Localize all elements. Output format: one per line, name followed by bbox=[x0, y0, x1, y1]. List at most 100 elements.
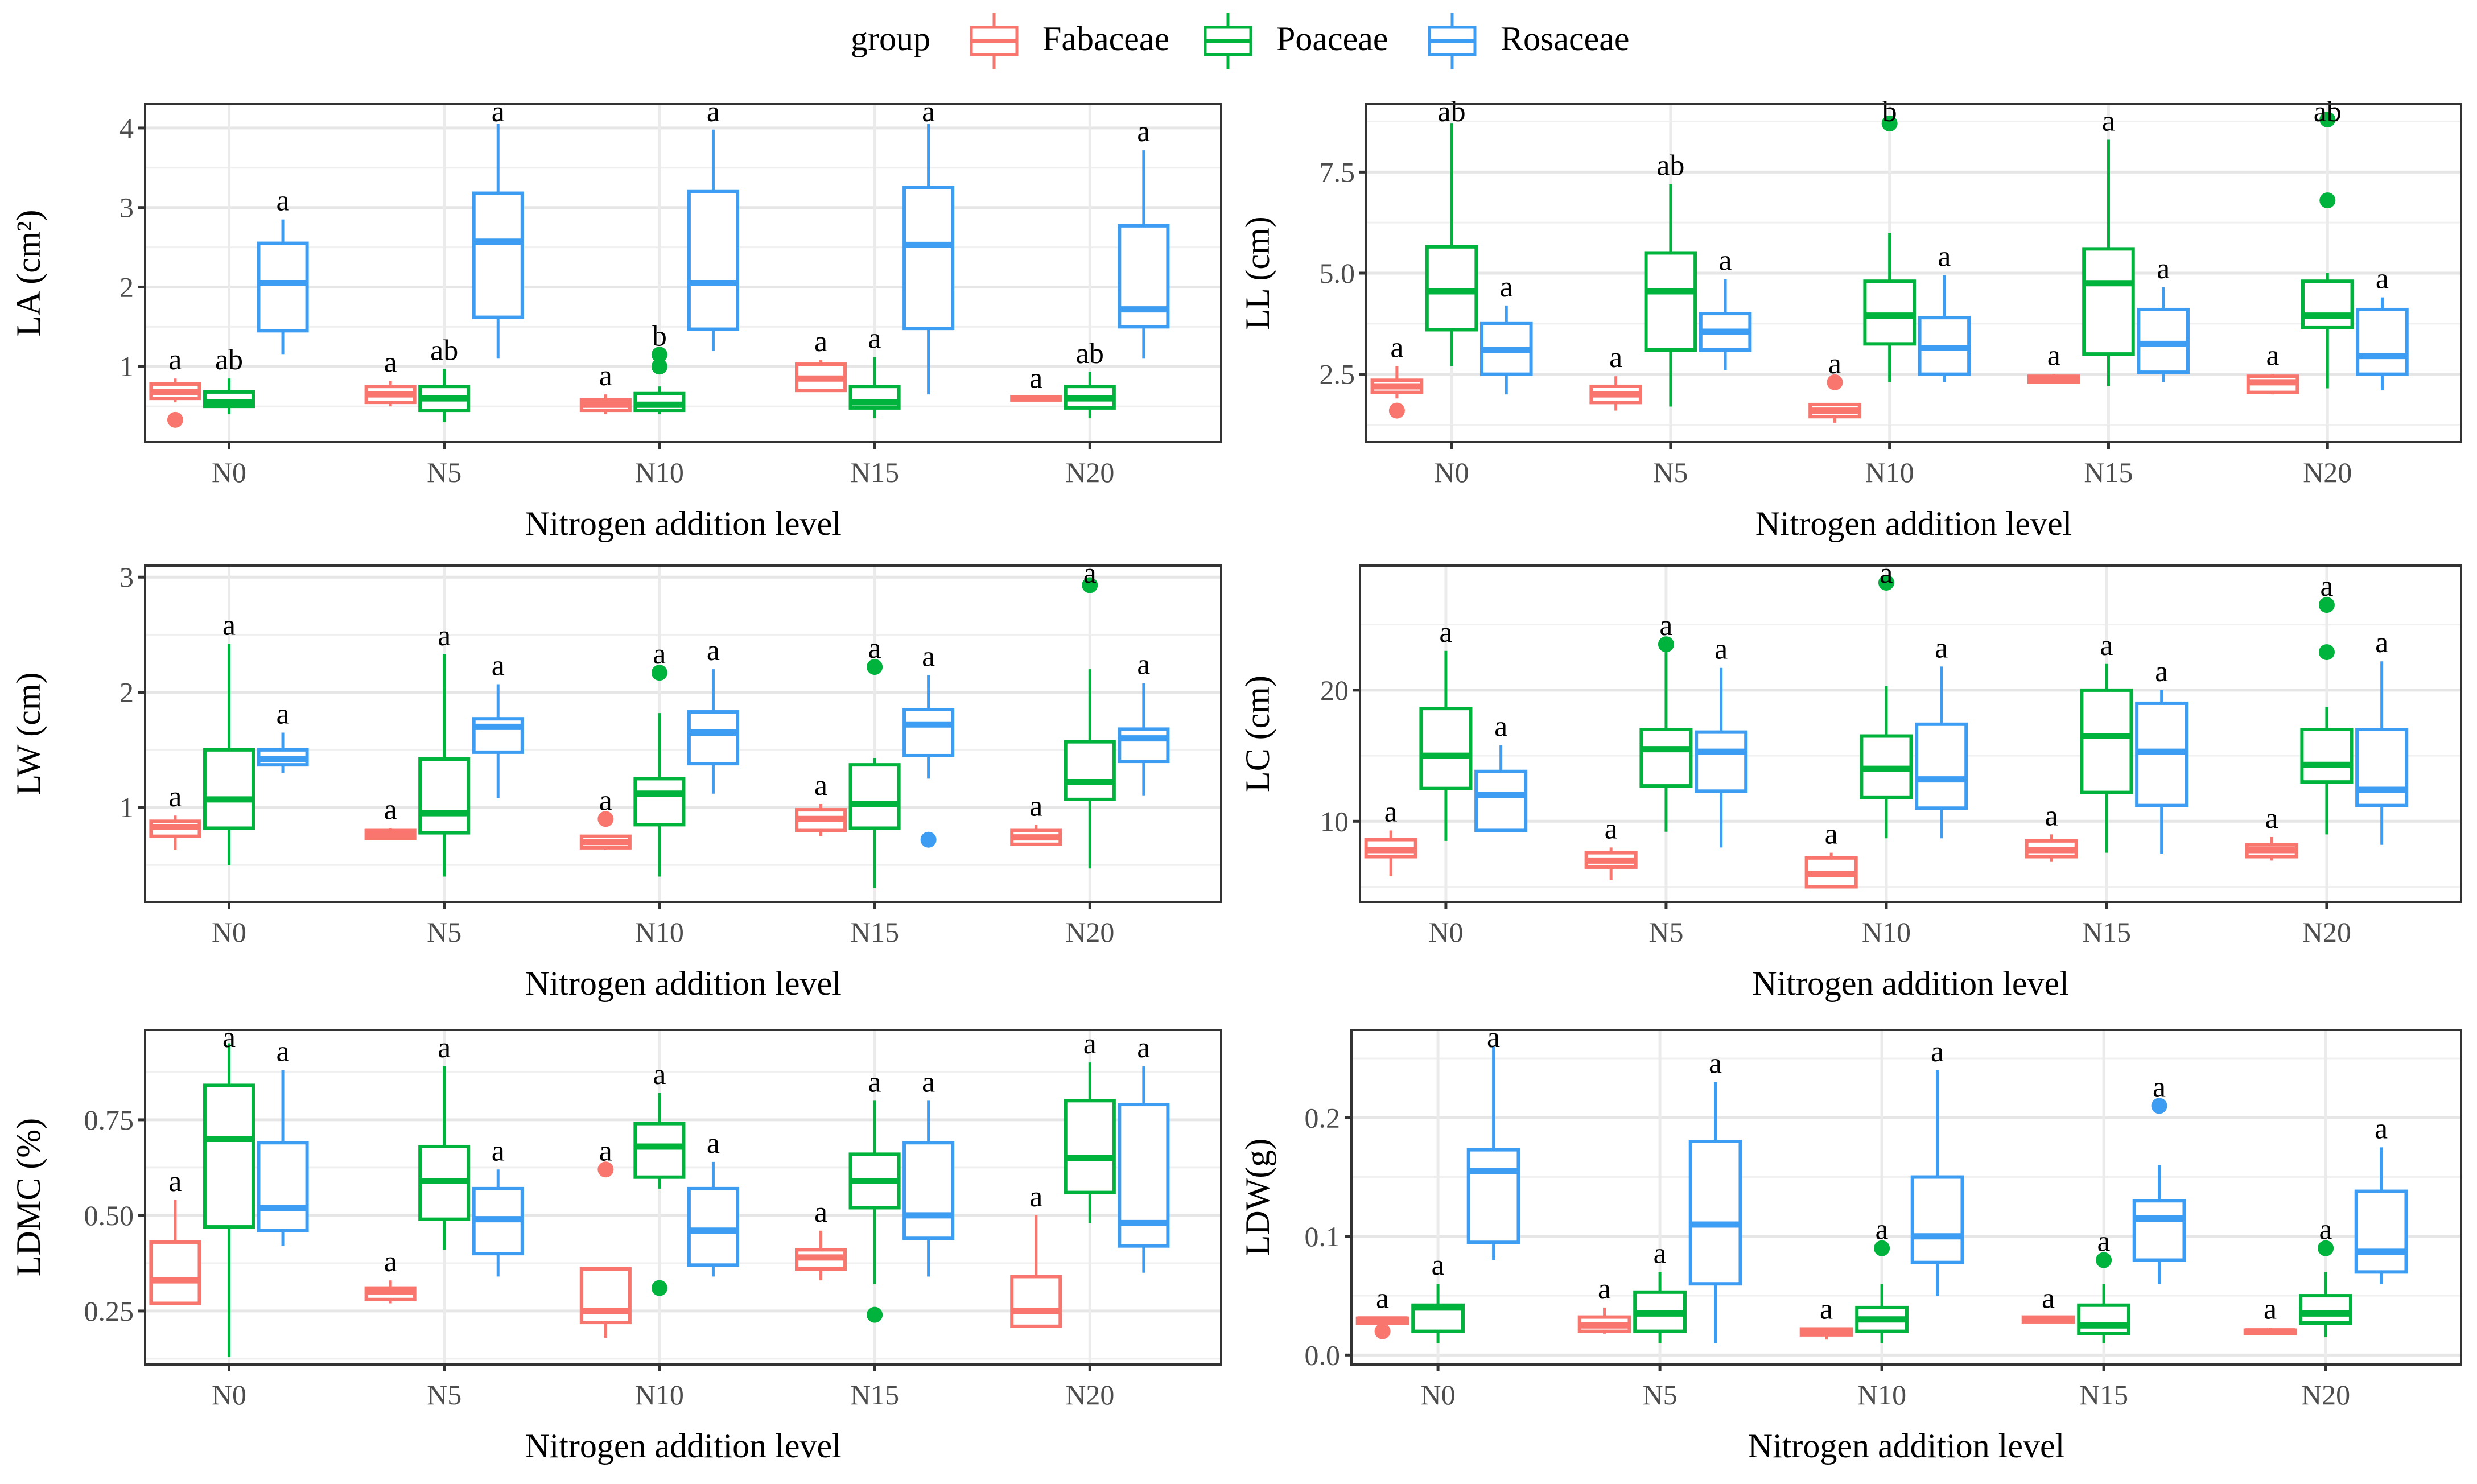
box-rosaceae-n20: a bbox=[1118, 1032, 1170, 1273]
legend-item-rosaceae[interactable]: Rosaceae bbox=[1428, 13, 1630, 69]
significance-letter: a bbox=[1938, 241, 1951, 273]
x-tick-label: N15 bbox=[850, 456, 899, 488]
box-poaceae-n0: a bbox=[203, 1021, 255, 1357]
significance-letter: a bbox=[1384, 795, 1398, 828]
y-tick-label: 4 bbox=[119, 112, 134, 144]
significance-letter: a bbox=[814, 1196, 827, 1229]
outlier-point bbox=[867, 659, 883, 675]
significance-letter: a bbox=[1609, 341, 1622, 374]
box-poaceae-n15: a bbox=[848, 632, 901, 888]
significance-letter: a bbox=[2266, 340, 2280, 372]
x-tick-label: N15 bbox=[2079, 1379, 2128, 1411]
significance-letter: a bbox=[868, 322, 881, 354]
outlier-point bbox=[1874, 1240, 1890, 1256]
box-rosaceae-n15: a bbox=[2135, 656, 2189, 854]
outlier-point bbox=[1082, 577, 1098, 593]
iqr-box bbox=[472, 191, 524, 319]
significance-letter: a bbox=[168, 344, 182, 376]
x-tick-label: N20 bbox=[1065, 1379, 1114, 1411]
significance-letter: a bbox=[653, 1058, 666, 1091]
box-fabaceae-n0: a bbox=[149, 781, 201, 850]
iqr-box bbox=[633, 1122, 686, 1179]
significance-letter: a bbox=[168, 781, 182, 813]
legend-item-poaceae[interactable]: Poaceae bbox=[1204, 13, 1388, 69]
significance-letter: b bbox=[1882, 96, 1897, 128]
box-poaceae-n10: b bbox=[633, 320, 686, 415]
box-fabaceae-n15: a bbox=[2021, 1283, 2075, 1324]
y-tick-label: 3 bbox=[119, 192, 134, 224]
x-axis-title: Nitrogen addition level bbox=[1755, 505, 2072, 542]
significance-letter: a bbox=[1820, 1293, 1833, 1325]
box-poaceae-n5: ab bbox=[418, 334, 471, 423]
box-rosaceae-n15: a bbox=[902, 1066, 955, 1277]
box-fabaceae-n20: a bbox=[2243, 1293, 2297, 1335]
iqr-box bbox=[1695, 730, 1748, 793]
y-tick-label: 0.50 bbox=[84, 1199, 134, 1231]
significance-letter: a bbox=[2042, 1283, 2055, 1315]
panel-ll: a a a a a ab ab b a ab a a a a a 2.5 5.0 7.5 N0 N5 N10 N15 N20… bbox=[1239, 96, 2462, 542]
significance-letter: a bbox=[1029, 362, 1042, 394]
significance-letter: a bbox=[2157, 253, 2170, 285]
significance-letter: a bbox=[438, 1032, 451, 1064]
x-tick-label: N10 bbox=[1857, 1379, 1906, 1411]
box-rosaceae-n0: a bbox=[257, 185, 309, 355]
x-tick-label: N15 bbox=[2082, 916, 2131, 948]
significance-letter: a bbox=[492, 649, 505, 682]
x-tick-label: N0 bbox=[212, 1379, 246, 1411]
box-rosaceae-n5: a bbox=[472, 1135, 524, 1277]
iqr-box bbox=[687, 189, 739, 331]
significance-letter: a bbox=[1654, 1237, 1667, 1269]
significance-letter: a bbox=[1880, 557, 1893, 590]
significance-letter: a bbox=[2375, 1112, 2388, 1145]
significance-letter: a bbox=[277, 698, 290, 730]
box-fabaceae-n15: a bbox=[795, 325, 847, 393]
y-axis-title: LC (cm) bbox=[1239, 675, 1276, 792]
legend-title: group bbox=[851, 20, 930, 57]
x-axis-title: Nitrogen addition level bbox=[525, 505, 842, 542]
box-rosaceae-n10: a bbox=[1915, 632, 1968, 839]
significance-letter: a bbox=[1029, 790, 1042, 822]
significance-letter: a bbox=[2375, 626, 2388, 659]
box-fabaceae-n5: a bbox=[364, 1246, 417, 1304]
y-tick-label: 1 bbox=[119, 351, 134, 382]
x-tick-label: N0 bbox=[1435, 456, 1469, 488]
box-fabaceae-n5: a bbox=[364, 793, 417, 840]
box-fabaceae-n10: a bbox=[1804, 818, 1858, 889]
y-axis-title: LW (cm) bbox=[10, 672, 47, 795]
box-rosaceae-n0: a bbox=[1479, 271, 1533, 395]
iqr-box bbox=[1915, 722, 1968, 810]
iqr-box bbox=[1010, 1275, 1062, 1328]
box-rosaceae-n10: a bbox=[687, 1127, 739, 1277]
iqr-box bbox=[1064, 740, 1116, 801]
outlier-point bbox=[597, 811, 614, 827]
significance-letter: a bbox=[1137, 648, 1150, 681]
box-poaceae-n20: ab bbox=[1064, 337, 1116, 419]
outlier-point bbox=[2318, 644, 2335, 661]
x-tick-label: N20 bbox=[2301, 1379, 2350, 1411]
legend-item-fabaceae[interactable]: Fabaceae bbox=[970, 13, 1169, 69]
box-poaceae-n20: ab bbox=[2301, 96, 2354, 389]
legend-label: Poaceae bbox=[1276, 20, 1388, 57]
significance-letter: a bbox=[222, 609, 236, 642]
legend-label: Rosaceae bbox=[1501, 20, 1630, 57]
panel-lw: a a a a a a a a a a a a a a a 1 2 3 N0 N5 N10 N15 N20 Nitrogen … bbox=[10, 557, 1222, 1002]
significance-letter: a bbox=[707, 634, 720, 667]
significance-letter: a bbox=[922, 640, 935, 673]
iqr-box bbox=[1474, 769, 1528, 832]
significance-letter: a bbox=[2265, 802, 2278, 835]
iqr-box bbox=[1688, 1140, 1742, 1286]
significance-letter: a bbox=[1137, 1032, 1150, 1064]
box-fabaceae-n15: a bbox=[2027, 340, 2080, 384]
y-axis-title: LDW(g) bbox=[1239, 1139, 1276, 1256]
panel-border bbox=[1350, 1029, 2462, 1366]
iqr-box bbox=[633, 777, 686, 827]
box-fabaceae-n0: a bbox=[149, 1165, 201, 1305]
box-rosaceae-n0: a bbox=[257, 1036, 309, 1246]
significance-letter: a bbox=[1828, 348, 1841, 380]
panel-border bbox=[144, 103, 1222, 443]
box-rosaceae-n10: a bbox=[1910, 1036, 1964, 1296]
significance-letter: a bbox=[1439, 616, 1452, 649]
iqr-box bbox=[2356, 307, 2409, 376]
significance-letter: a bbox=[922, 96, 935, 128]
box-fabaceae-n15: a bbox=[795, 769, 847, 836]
